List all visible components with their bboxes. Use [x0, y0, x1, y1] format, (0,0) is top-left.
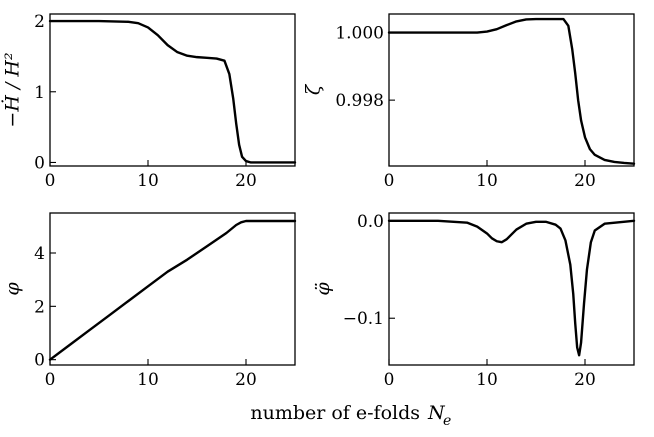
plot-frame: [388, 13, 635, 167]
plot-frame: [49, 212, 296, 366]
x-tick-label: 0: [384, 370, 395, 390]
x-tick-label: 0: [45, 171, 56, 191]
series-line: [48, 19, 297, 164]
y-tick-label: 2: [34, 12, 45, 32]
subplot-panels: 0 10 20 0 1 2 −Ḣ / H² 0 10 20 0.998 1.000 ζ 0 10 20 0 2 4 φ…: [1, 12, 636, 390]
y-tick-label: 0: [34, 153, 45, 173]
y-axis-label: −Ḣ / H²: [1, 52, 24, 127]
shared-x-axis-label: number of e-folds: [250, 402, 420, 424]
subplot-2: 0 10 20 0.998 1.000 ζ: [303, 13, 636, 191]
y-axis-label: φ: [2, 282, 24, 296]
plot-frame: [49, 13, 296, 167]
plot-frame: [388, 212, 635, 366]
y-tick-label: 1.000: [335, 24, 384, 44]
subplot-3: 0 10 20 0 2 4 φ: [2, 212, 297, 390]
subplot-4: 0 10 20 −0.1 0.0 φ̈: [312, 212, 636, 390]
y-axis-label: ζ: [303, 83, 325, 95]
y-tick-label: 1: [34, 83, 45, 103]
y-tick-label: −0.1: [343, 309, 384, 329]
x-tick-label: 0: [384, 171, 395, 191]
x-tick-label: 20: [235, 370, 257, 390]
series-line: [48, 219, 297, 361]
series-line: [387, 219, 636, 357]
x-tick-label: 20: [574, 370, 596, 390]
y-axis-label: φ̈: [312, 282, 334, 296]
y-tick-label: 2: [34, 297, 45, 317]
y-tick-label: 4: [34, 244, 45, 264]
x-tick-label: 10: [137, 370, 159, 390]
series-line: [387, 17, 636, 165]
shared-x-axis-subscript: e: [443, 413, 451, 429]
shared-x-axis-symbol: N: [427, 402, 446, 424]
y-tick-label: 0: [34, 351, 45, 371]
x-tick-label: 10: [476, 370, 498, 390]
x-tick-label: 10: [476, 171, 498, 191]
x-tick-label: 20: [235, 171, 257, 191]
x-tick-label: 0: [45, 370, 56, 390]
x-tick-label: 20: [574, 171, 596, 191]
y-tick-label: 0.0: [357, 212, 384, 232]
x-tick-label: 10: [137, 171, 159, 191]
y-tick-label: 0.998: [335, 91, 384, 111]
subplot-1: 0 10 20 0 1 2 −Ḣ / H²: [1, 12, 297, 191]
